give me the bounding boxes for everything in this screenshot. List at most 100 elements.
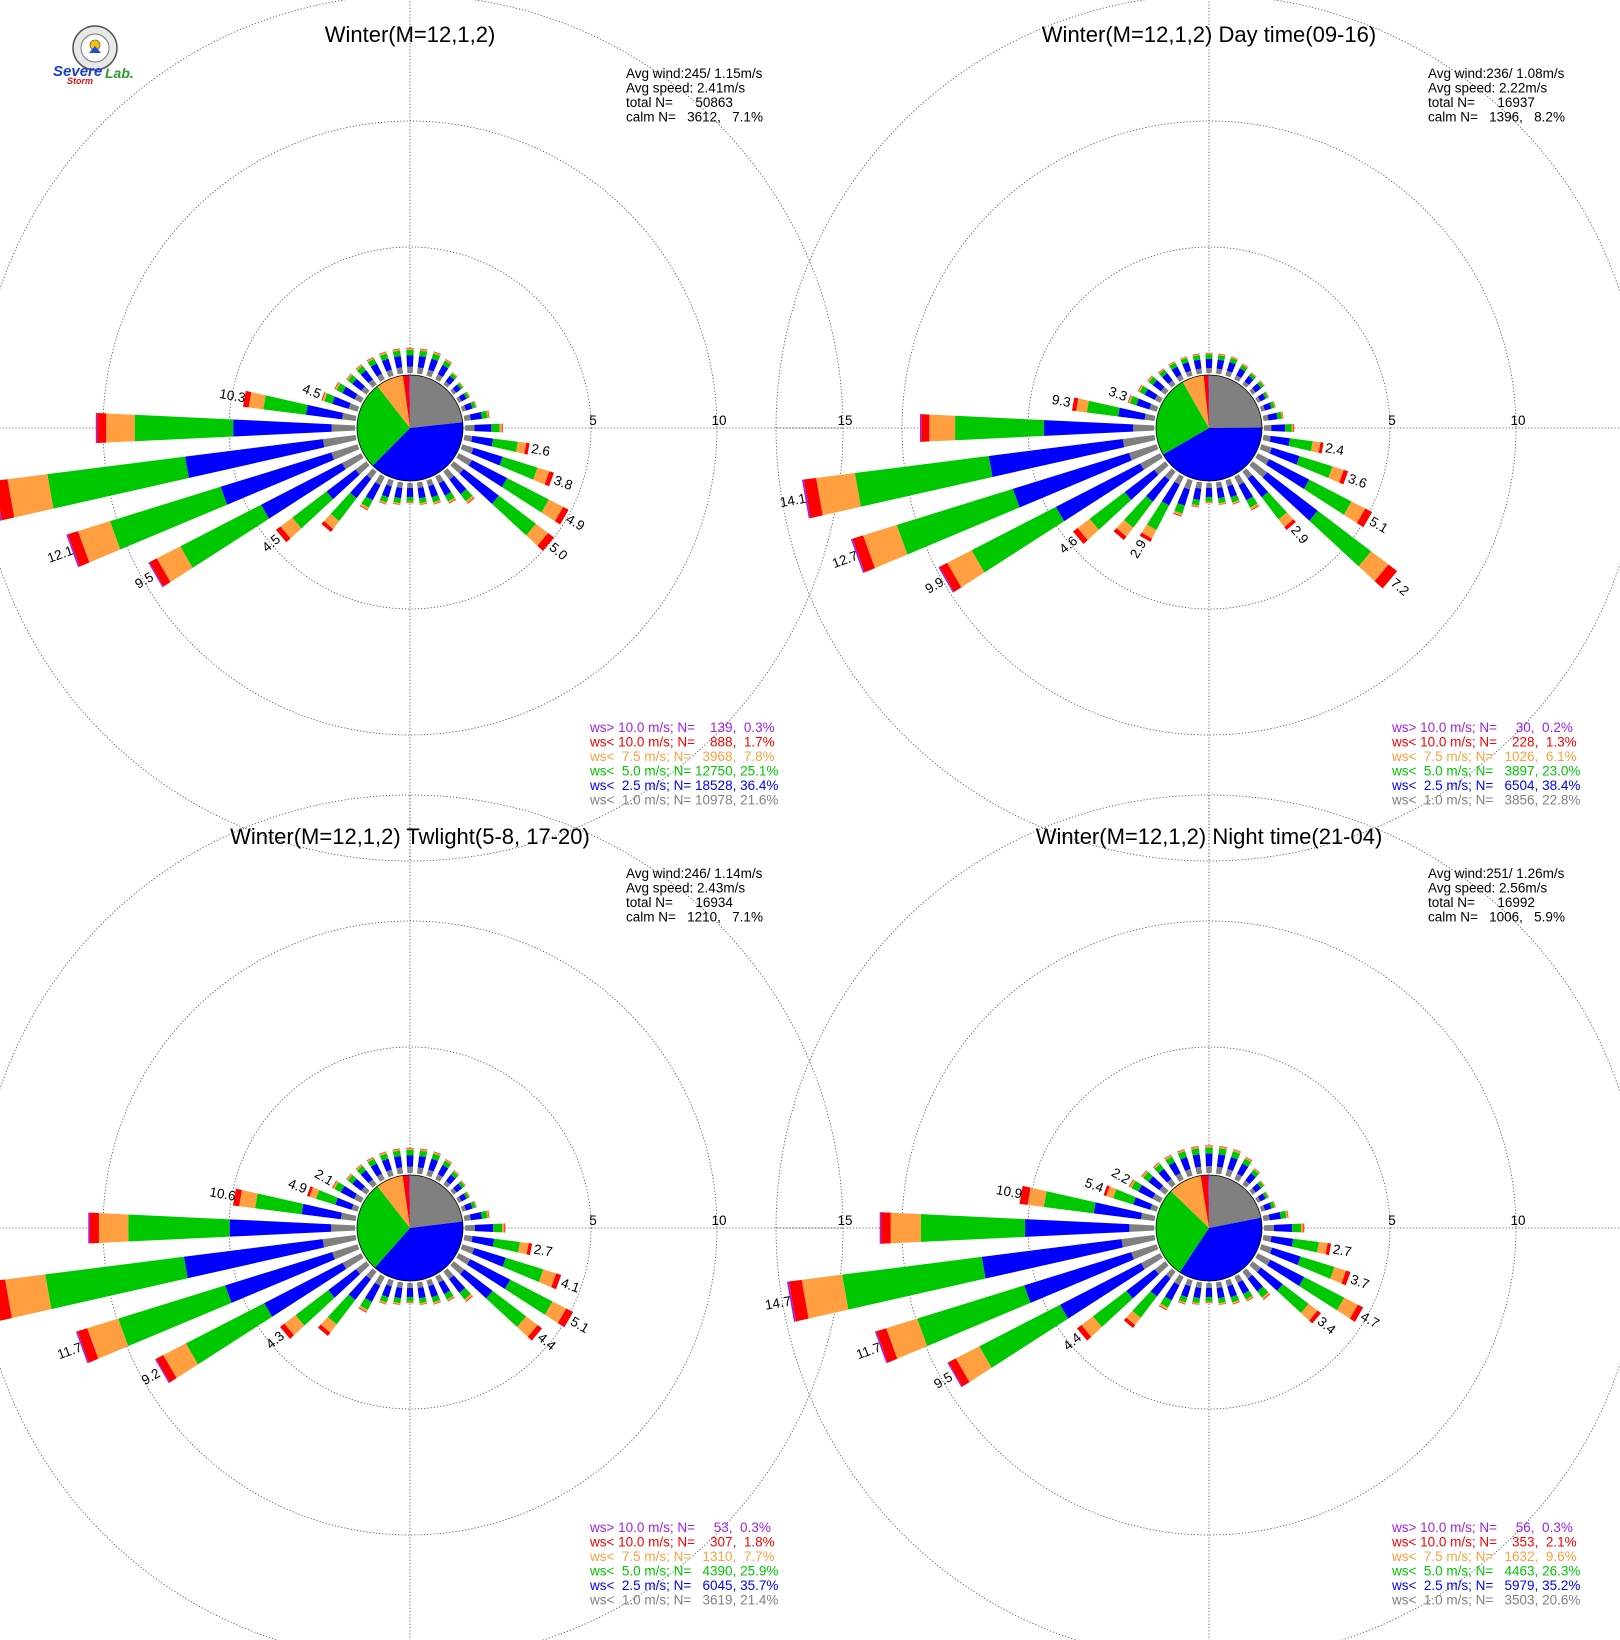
bar-segment (1141, 1170, 1149, 1178)
bar-dir-280: 9.3 (1051, 392, 1156, 422)
bar-segment (469, 411, 483, 421)
bar-segment (1195, 1281, 1203, 1289)
bar-segment (464, 402, 473, 411)
bar-segment (1254, 1168, 1261, 1174)
bar-segment (456, 396, 462, 403)
bar-segment (185, 439, 325, 479)
bar-segment (453, 1170, 460, 1175)
bar-segment (1143, 1171, 1154, 1182)
bar-segment (1158, 1305, 1167, 1311)
bar-segment (1124, 469, 1159, 500)
bar-segment (544, 471, 554, 487)
bar-segment (322, 392, 328, 402)
pie-slice (377, 375, 410, 428)
bar-segment (128, 1214, 230, 1242)
bar-segment (1140, 453, 1163, 470)
bar-segment (1129, 1224, 1155, 1232)
bar-segment (1292, 1223, 1301, 1233)
bar-segment (352, 1178, 365, 1191)
bar-segment (1247, 474, 1269, 498)
bar-segment (460, 489, 473, 502)
bar-segment (537, 532, 555, 551)
bar-segment (393, 1297, 402, 1304)
bar-segment (459, 382, 464, 388)
bar-label: 10.6 (208, 1184, 236, 1203)
legend-entry: ws> 10.0 m/s; N= 56, 0.3% (1391, 1520, 1573, 1535)
bar-segment (451, 372, 458, 378)
windrose-panel-1: Winter(M=12,1,2)5 10 152.63.84.95.04.59.51… (0, 0, 853, 862)
bar-dir-10 (416, 348, 428, 375)
bar-segment (1234, 1274, 1243, 1284)
bar-segment (460, 405, 467, 412)
bar-dir-120: 5.1 (1255, 453, 1391, 536)
legend-entry: ws< 5.0 m/s; N= 4390, 25.9% (589, 1564, 778, 1579)
bar-segment (1225, 1168, 1233, 1178)
bar-dir-200 (378, 478, 394, 505)
bar-segment (5, 1274, 52, 1319)
bar-segment (1245, 1295, 1254, 1302)
pie-slice (377, 1175, 410, 1228)
bar-dir-20 (426, 351, 442, 378)
bar-segment (1144, 413, 1156, 422)
bar-segment (1230, 1294, 1240, 1303)
bar-segment (417, 1287, 426, 1299)
bar-segment (1168, 361, 1175, 366)
bar-dir-110: 3.7 (1259, 1244, 1371, 1292)
logo-severe: Severe (53, 63, 102, 80)
bar-segment (1262, 1191, 1269, 1199)
bar-segment (470, 1201, 476, 1209)
bar-segment (1205, 354, 1213, 359)
bar-segment (406, 355, 414, 367)
bar-dir-0 (1205, 1145, 1213, 1174)
bar-segment (417, 355, 427, 369)
bar-segment (947, 1362, 963, 1388)
legend-entry: ws< 2.5 m/s; N= 5979, 35.2% (1391, 1578, 1580, 1593)
bar-segment (292, 491, 333, 529)
bar-label: 5.1 (568, 1314, 592, 1336)
bar-segment (264, 1262, 347, 1317)
bar-segment (464, 1202, 473, 1211)
bar-segment (1255, 1196, 1261, 1203)
bar-segment (332, 396, 351, 409)
bar-segment (437, 1164, 449, 1177)
bar-segment (1076, 398, 1089, 413)
bar-label: 12.7 (830, 548, 860, 571)
bar-segment (1216, 359, 1225, 370)
bar-dir-0 (406, 1147, 414, 1174)
bar-segment (456, 382, 464, 390)
bar-segment (1160, 1296, 1172, 1308)
bar-segment (1123, 1317, 1136, 1328)
bar-segment (801, 479, 811, 519)
bar-segment (1284, 519, 1296, 530)
logo-storm: Storm (67, 76, 93, 86)
bar-segment (469, 1211, 483, 1221)
bar-segment (1267, 1259, 1305, 1286)
bar-segment (1259, 1205, 1266, 1212)
info-avg-wind: Avg wind:251/ 1.26m/s (1428, 866, 1565, 881)
bar-segment (491, 423, 500, 433)
bar-segment (449, 1275, 466, 1293)
bar-segment (917, 1285, 1031, 1347)
bar-segment (233, 419, 332, 437)
bar-dir-290: 4.9 (286, 1176, 360, 1212)
bar-segment (437, 364, 449, 377)
bar-segment (1238, 482, 1254, 501)
bar-segment (443, 1268, 454, 1280)
bar-dir-250: 12.1 (45, 444, 360, 568)
legend-entry: ws< 10.0 m/s; N= 228, 1.3% (1391, 735, 1577, 750)
bar-segment (366, 468, 377, 479)
bar-segment (460, 1244, 475, 1255)
bar-segment (1019, 1185, 1031, 1205)
bar-segment (406, 1147, 414, 1149)
bar-segment (499, 423, 502, 433)
bar-segment (1086, 400, 1120, 417)
bar-segment (370, 363, 382, 377)
bar-segment (1141, 1170, 1147, 1177)
bar-dir-180 (406, 1282, 414, 1304)
bar-segment (416, 1167, 424, 1175)
bar-segment (379, 353, 389, 362)
bar-segment (1185, 1168, 1193, 1178)
bar-segment (896, 488, 1020, 555)
bar-segment (947, 550, 985, 588)
bar-segment (463, 434, 473, 442)
